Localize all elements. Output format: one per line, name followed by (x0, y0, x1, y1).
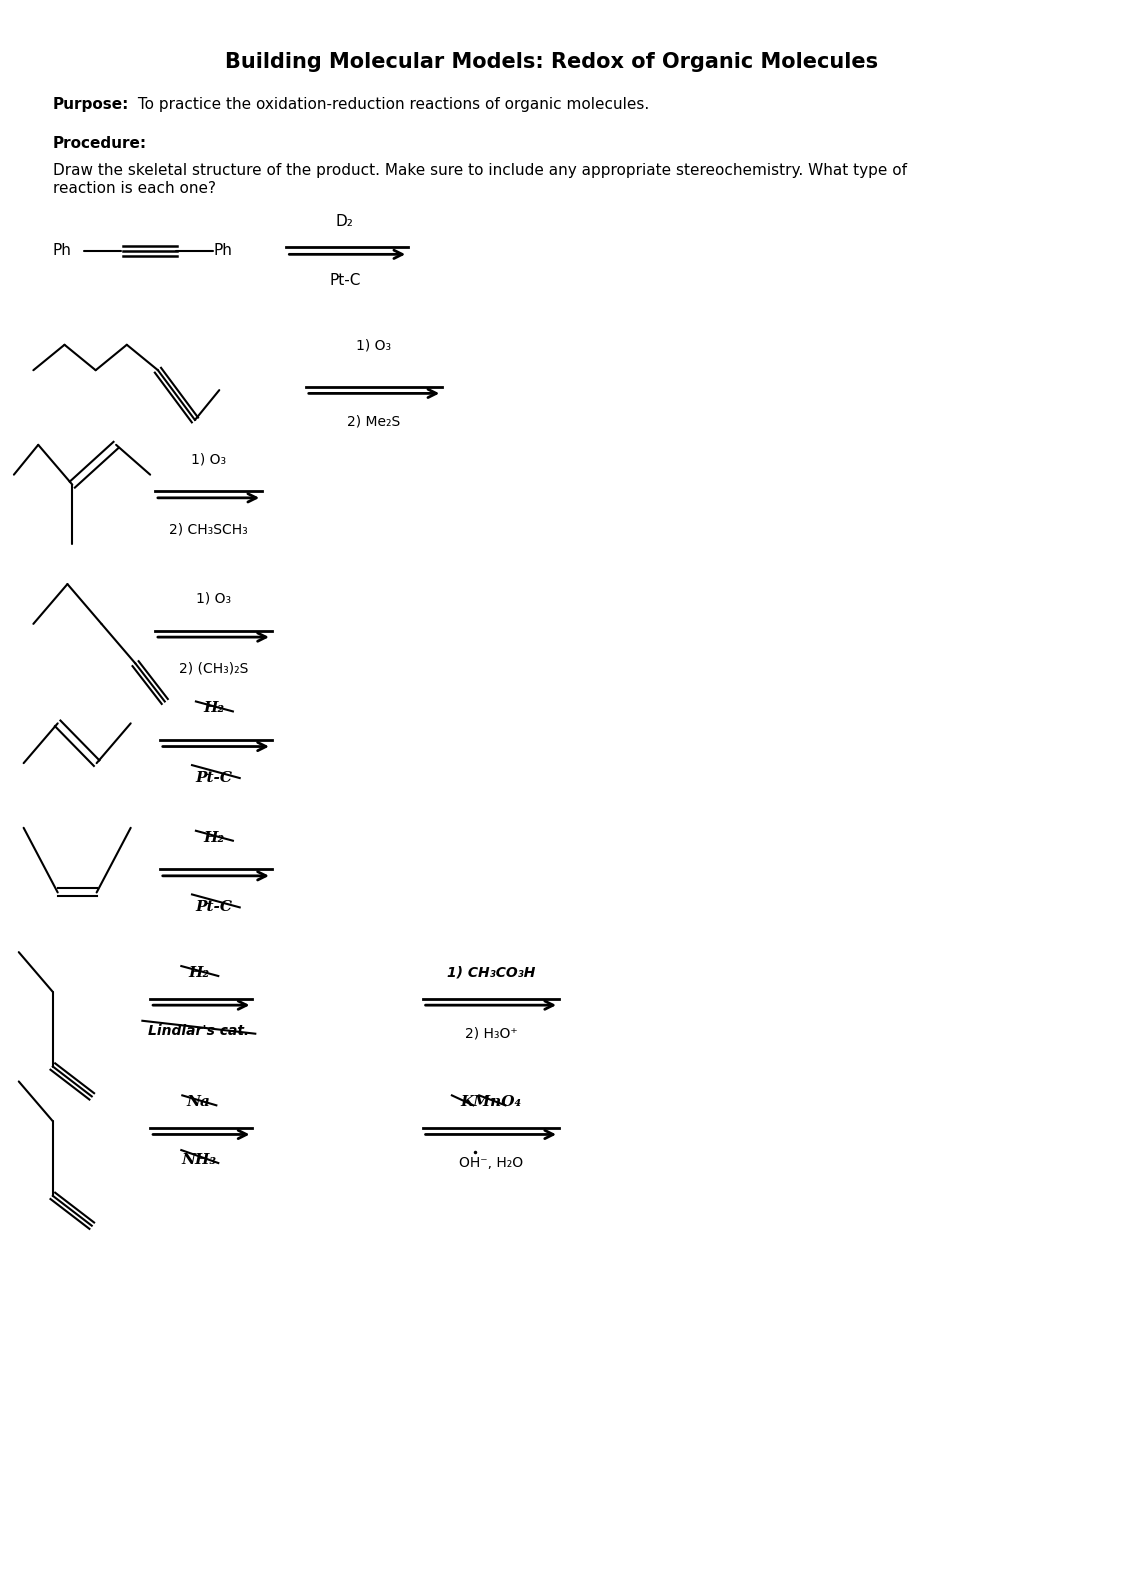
Text: Procedure:: Procedure: (53, 136, 147, 151)
Text: H₂: H₂ (203, 701, 224, 715)
Text: 2) Me₂S: 2) Me₂S (347, 415, 400, 429)
Text: Pt-C: Pt-C (329, 273, 361, 287)
Text: Na: Na (187, 1095, 211, 1109)
Text: D₂: D₂ (336, 215, 354, 229)
Text: Pt-C: Pt-C (194, 772, 232, 786)
Text: Lindlar's cat.: Lindlar's cat. (148, 1024, 250, 1038)
Text: Purpose:: Purpose: (53, 96, 129, 112)
Text: 2) (CH₃)₂S: 2) (CH₃)₂S (179, 661, 248, 675)
Text: Building Molecular Models: Redox of Organic Molecules: Building Molecular Models: Redox of Orga… (225, 52, 878, 73)
Text: Draw the skeletal structure of the product. Make sure to include any appropriate: Draw the skeletal structure of the produ… (53, 163, 907, 196)
Text: NH₃: NH₃ (181, 1154, 216, 1168)
Text: 1) O₃: 1) O₃ (191, 453, 226, 467)
Text: H₂: H₂ (203, 830, 224, 844)
Text: To practice the oxidation-reduction reactions of organic molecules.: To practice the oxidation-reduction reac… (133, 96, 649, 112)
Text: OH⁻, H₂O: OH⁻, H₂O (459, 1157, 523, 1169)
Text: KMnO₄: KMnO₄ (460, 1095, 522, 1109)
Text: Ph: Ph (214, 243, 233, 259)
Text: H₂: H₂ (189, 966, 209, 980)
Text: 1) O₃: 1) O₃ (356, 338, 391, 352)
Text: 1) CH₃CO₃H: 1) CH₃CO₃H (446, 966, 535, 980)
Text: 2) CH₃SCH₃: 2) CH₃SCH₃ (170, 522, 248, 537)
Text: 2) H₃O⁺: 2) H₃O⁺ (464, 1027, 517, 1041)
Text: Pt-C: Pt-C (194, 901, 232, 914)
Text: Ph: Ph (53, 243, 72, 259)
Text: 1) O₃: 1) O₃ (196, 592, 232, 606)
